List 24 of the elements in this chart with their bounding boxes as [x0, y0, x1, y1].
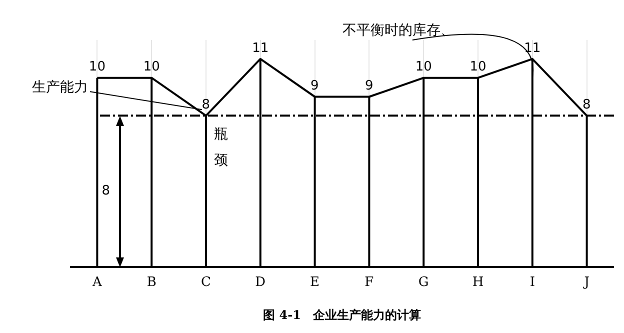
x-tick-label: E [310, 275, 320, 290]
x-tick-label: B [146, 275, 156, 290]
text: 瓶颈 [214, 126, 228, 168]
data-label: 8 [202, 98, 210, 113]
data-label: 11 [524, 40, 541, 56]
data-label: 8 [582, 98, 591, 113]
data-label: 9 [310, 78, 319, 94]
x-tick-label: C [201, 275, 212, 290]
data-label: 10 [143, 60, 160, 75]
data-label: 10 [470, 60, 486, 75]
data-label: 10 [415, 60, 432, 75]
x-tick-label: D [255, 275, 266, 290]
text: 图 4-1 企业生产能力的计算 [263, 308, 421, 322]
x-tick-label: G [418, 275, 429, 290]
x-tick-label: A [92, 275, 103, 290]
x-tick-label: F [364, 275, 374, 290]
x-tick-label: I [530, 275, 535, 290]
data-label: 11 [252, 40, 269, 56]
ref-line-label: 8 [102, 184, 110, 199]
x-tick-label: H [472, 275, 484, 290]
data-label: 9 [365, 78, 374, 94]
x-tick-label: J [582, 275, 590, 290]
data-label: 10 [88, 60, 106, 75]
annotation: 生产能力 [32, 79, 88, 96]
